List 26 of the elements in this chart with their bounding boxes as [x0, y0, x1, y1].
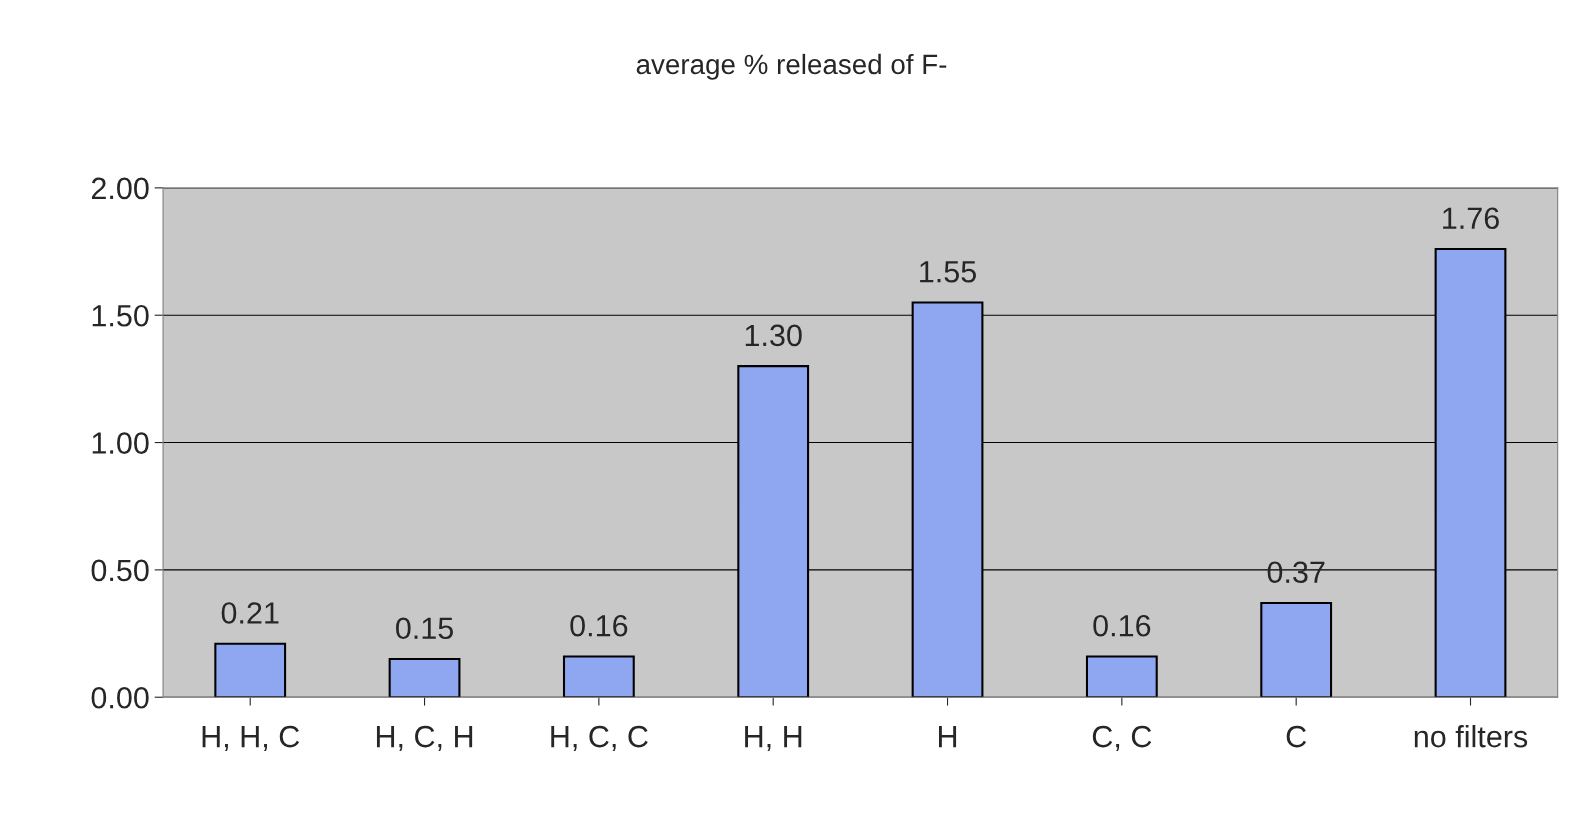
data-label: 0.15 [396, 617, 453, 640]
x-tick-label: no filters [1414, 725, 1528, 748]
data-label: 1.76 [1443, 207, 1499, 230]
y-tick-label: 2.00 [91, 177, 149, 200]
x-tick-label: H, H [745, 726, 802, 752]
y-tick-label: 0.00 [91, 686, 149, 709]
x-tick-label: C [1286, 725, 1307, 748]
y-tick-label: 0.50 [91, 559, 149, 582]
x-tick-label: C, C [1092, 725, 1152, 752]
x-tick-label: H [939, 726, 957, 748]
data-label: 0.16 [570, 614, 628, 637]
bar [214, 642, 287, 698]
bar [1085, 655, 1158, 698]
data-label: 0.21 [221, 602, 279, 624]
bar [1260, 601, 1333, 698]
chart-title: average % released of F- [636, 53, 947, 80]
bar [562, 655, 635, 698]
data-label: 1.30 [745, 324, 802, 347]
data-label: 1.55 [920, 261, 976, 283]
y-tick-label: 1.50 [92, 304, 149, 327]
bar [388, 657, 461, 698]
x-tick-label: H, H, C [202, 725, 300, 752]
data-label: 0.16 [1093, 614, 1151, 637]
x-tick-label: H, C, H [376, 725, 473, 752]
y-tick-label: 1.00 [92, 432, 149, 454]
x-tick-label: H, C, C [551, 725, 648, 752]
